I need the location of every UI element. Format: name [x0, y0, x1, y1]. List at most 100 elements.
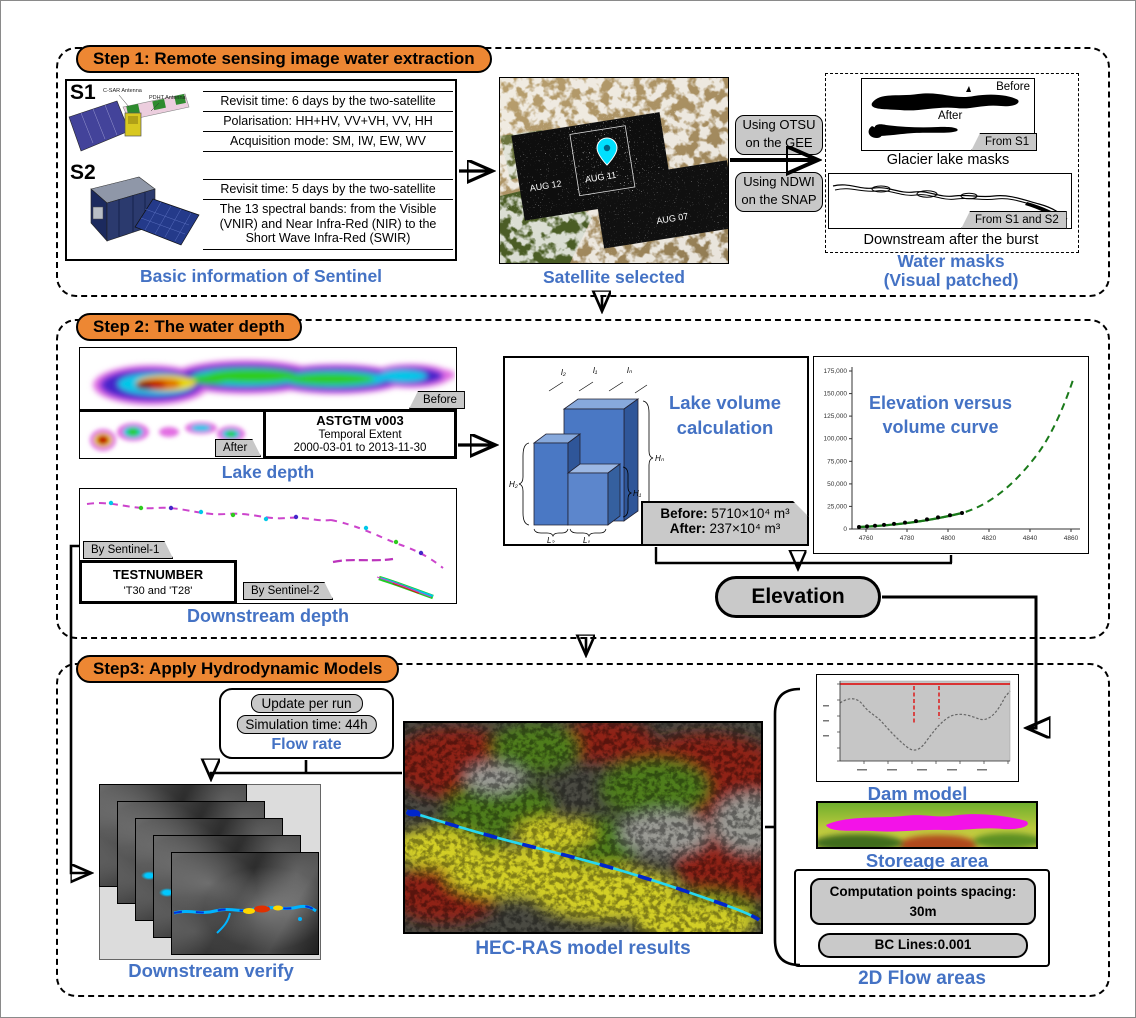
from-s1s2-tag: From S1 and S2 [961, 211, 1067, 229]
astgtm-box: ASTGTM v003 Temporal Extent 2000-03-01 t… [263, 409, 457, 459]
volume-after-label: After: [669, 521, 706, 536]
xtick-5: 4860 [1064, 535, 1079, 542]
xtick-3: 4820 [982, 535, 997, 542]
flood-river-line [406, 809, 760, 922]
s1-spec-table: Revisit time: 6 days by the two-satellit… [203, 91, 453, 152]
elevation-volume-chart-box: 0 25,000 50,000 75,000 100,000 125,000 1… [813, 356, 1089, 554]
computation-spacing-line1: Computation points spacing: [829, 884, 1017, 899]
ytick-5: 125,000 [824, 413, 848, 420]
sar-label-aug12: AUG 12 [529, 178, 562, 193]
ndwi-line1: Using NDWI [743, 174, 815, 189]
computation-spacing-box: Computation points spacing: 30m [810, 878, 1036, 925]
glacier-mask-blobs [868, 86, 1019, 138]
dim-l-bottom-1: L₂ [547, 536, 555, 543]
flow-rate-caption: Flow rate [271, 736, 342, 753]
lake-volume-3d-figure: H₂ Hₙ H₁ l₂ l₁ lₙ L₂ L₁ [509, 366, 664, 543]
elevation-pill: Elevation [715, 576, 881, 618]
volume-before-value: 5710×10⁴ m³ [711, 506, 790, 521]
lake-volume-title: Lake volume calculation [651, 391, 799, 441]
sentinel-caption: Basic information of Sentinel [139, 266, 383, 286]
lake-volume-title-line1: Lake volume [668, 392, 782, 413]
by-sentinel2-tag: By Sentinel-2 [243, 582, 333, 600]
volume-curve-points [857, 511, 964, 529]
astgtm-line2: Temporal Extent [318, 429, 402, 441]
downstream-mask-caption: Downstream after the burst [863, 232, 1039, 248]
dim-l-top-2: l₁ [593, 366, 598, 375]
astgtm-line3: 2000-03-01 to 2013-11-30 [293, 442, 427, 454]
glacier-before-label: Before [996, 81, 1030, 93]
lake-before-tag: Before [409, 391, 465, 409]
s1-label: S1 [70, 81, 96, 104]
ytick-0: 0 [843, 526, 847, 533]
dim-h2: H₂ [509, 480, 518, 489]
downstream-verify-caption: Downstream verify [128, 960, 294, 981]
dim-l-bottom-2: L₁ [583, 536, 590, 543]
lake-depth-caption: Lake depth [221, 462, 315, 482]
dim-l-top-1: l₂ [561, 368, 566, 377]
ytick-7: 175,000 [824, 368, 848, 375]
from-s1-tag: From S1 [971, 133, 1038, 151]
dam-model-chart [823, 680, 1011, 771]
volume-values-box: Before: 5710×10⁴ m³ After: 237×10⁴ m³ [641, 501, 809, 546]
otsu-box: Using OTSU on the GEE [735, 115, 823, 155]
downstream-depth-drawing [86, 500, 444, 600]
glacier-masks-caption: Glacier lake masks [886, 152, 1010, 168]
storage-magenta-extent [826, 814, 1028, 832]
sentinel2-satellite-illustration [90, 176, 200, 246]
verify-image-5 [171, 852, 319, 955]
lake-depth-after-heatmap [90, 422, 245, 451]
glacier-after-label: After [938, 110, 963, 122]
otsu-line1: Using OTSU [742, 117, 816, 132]
elevation-volume-chart: 0 25,000 50,000 75,000 100,000 125,000 1… [824, 367, 1080, 542]
satellite-caption: Satellite selected [542, 267, 686, 287]
s2-label: S2 [70, 161, 96, 184]
flow-rate-pill2: Simulation time: 44h [236, 715, 377, 734]
by-sentinel1-tag: By Sentinel-1 [83, 541, 173, 559]
water-masks-box [825, 73, 1079, 253]
step3-container [56, 663, 1110, 997]
xtick-4: 4840 [1023, 535, 1038, 542]
ytick-1: 25,000 [827, 503, 847, 510]
s1-annotation-csar: C-SAR Antenna [103, 88, 143, 94]
storage-area-image [813, 803, 1043, 855]
s1-spec-polarisation: Polarisation: HH+HV, VV+VH, VV, HH [203, 111, 453, 131]
satellite-selected-image: AUG 12 AUG 11 AUG 07 [499, 77, 729, 264]
sar-label-aug07: AUG 07 [656, 211, 689, 226]
xtick-0: 4760 [859, 535, 874, 542]
ndwi-line2: on the SNAP [741, 192, 817, 207]
sentinel1-satellite-illustration: C-SAR Antenna PDHT Antenna [68, 88, 190, 152]
ytick-3: 75,000 [827, 458, 847, 465]
step3-header: Step3: Apply Hydrodynamic Models [76, 655, 400, 683]
dam-model-caption: Dam model [867, 783, 968, 804]
hecras-map-box [390, 719, 795, 945]
s1-spec-revisit: Revisit time: 6 days by the two-satellit… [203, 91, 453, 111]
step2-header: Step 2: The water depth [76, 313, 302, 341]
computation-spacing-line2: 30m [909, 904, 937, 920]
testnumber-title: TESTNUMBER [112, 567, 204, 582]
testnumber-box: TESTNUMBER 'T30 and 'T28' [79, 560, 237, 604]
step1-header: Step 1: Remote sensing image water extra… [76, 45, 492, 73]
s1-annotation-pdht: PDHT Antenna [149, 95, 187, 101]
dim-h1: H₁ [633, 489, 642, 498]
astgtm-title: ASTGTM v003 [316, 413, 404, 428]
xtick-1: 4780 [900, 535, 915, 542]
curve-title-line1: Elevation versus [868, 393, 1013, 413]
step1-container [56, 47, 1110, 297]
flow-rate-pill1: Update per run [250, 694, 363, 713]
otsu-line2: on the GEE [745, 135, 813, 150]
dim-l-top-3: lₙ [627, 366, 633, 375]
water-masks-caption1: Water masks [897, 251, 1005, 271]
s1-spec-acquisition: Acquisition mode: SM, IW, EW, WV [203, 131, 453, 152]
ytick-2: 50,000 [827, 481, 847, 488]
storage-area-box [813, 801, 1043, 855]
flood-line-drawing [173, 904, 317, 934]
s2-spec-table: Revisit time: 5 days by the two-satellit… [203, 179, 453, 250]
ndwi-box: Using NDWI on the SNAP [735, 172, 823, 212]
storage-area-caption: Storeage area [865, 850, 989, 871]
ytick-6: 150,000 [824, 391, 848, 398]
curve-title-line2: volume curve [882, 417, 999, 438]
hecras-terrain-map [390, 719, 795, 945]
flow-areas-box: Computation points spacing: 30m BC Lines… [794, 869, 1050, 967]
ytick-4: 100,000 [824, 436, 848, 443]
